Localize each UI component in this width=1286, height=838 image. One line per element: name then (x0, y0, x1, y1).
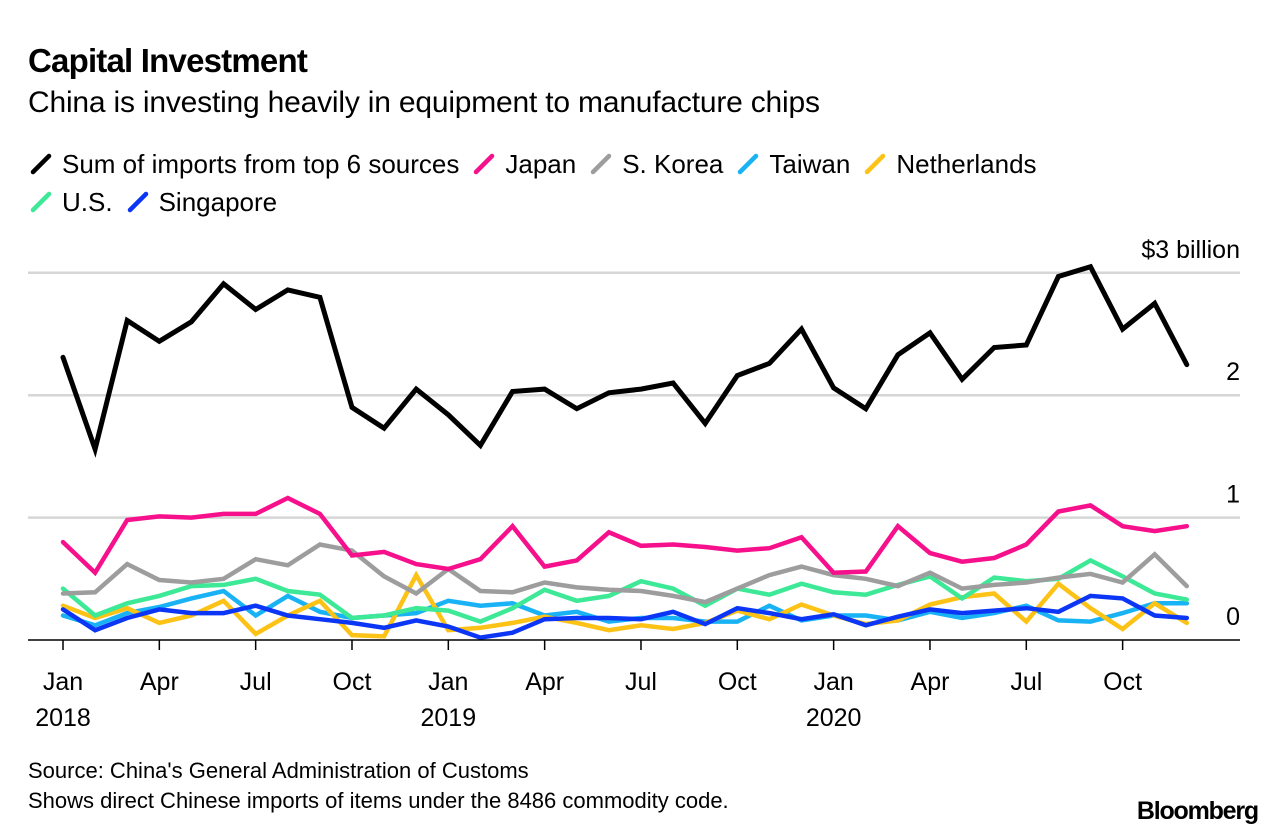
legend-swatch-icon (590, 153, 612, 175)
x-tick-year-label: 2019 (421, 704, 477, 732)
legend-swatch-line (590, 153, 612, 175)
legend-swatch-line (865, 153, 886, 175)
chart-title: Capital Investment (28, 42, 308, 79)
y-tick-label: 0 (1226, 603, 1240, 631)
x-tick-label: Oct (1103, 668, 1142, 696)
x-tick-label: Apr (140, 668, 179, 696)
y-tick-label: $3 billion (1141, 236, 1240, 264)
legend-swatch-icon (474, 153, 495, 175)
x-tick-year-label: 2020 (806, 704, 862, 732)
commodity-note: Shows direct Chinese imports of items un… (28, 788, 729, 813)
legend-item-sum-of-imports-from-top-6-sources: Sum of imports from top 6 sources (30, 146, 459, 182)
legend-swatch-line (474, 153, 495, 175)
legend-swatch-icon (30, 153, 52, 175)
legend-swatch-line (30, 191, 52, 213)
bloomberg-logo: Bloomberg (1136, 797, 1259, 825)
legend-item-taiwan: Taiwan (737, 146, 850, 182)
x-tick-label: Oct (333, 668, 372, 696)
x-tick-label: Jul (625, 668, 657, 696)
x-tick-label: Apr (911, 668, 950, 696)
legend-item-s-korea: S. Korea (590, 146, 723, 182)
legend-swatch-icon (30, 191, 52, 213)
x-tick-label: Jan (43, 668, 83, 696)
legend-swatch-line (30, 153, 52, 175)
chart-legend: Sum of imports from top 6 sources Japan S.… (30, 146, 1250, 222)
legend-item-netherlands: Netherlands (864, 146, 1037, 182)
legend-swatch-icon (865, 153, 886, 175)
series-line-japan (60, 495, 1190, 577)
series-line-s-korea (60, 542, 1190, 605)
x-tick-label: Jan (813, 668, 853, 696)
legend-swatch-icon (127, 191, 148, 213)
legend-label: Taiwan (769, 149, 851, 179)
legend-swatch-line (127, 191, 148, 213)
series-line-netherlands (60, 570, 1190, 639)
legend-label: Japan (505, 149, 577, 179)
x-tick-label: Apr (525, 668, 564, 696)
x-tick-label: Jan (428, 668, 468, 696)
legend-swatch-line (738, 153, 759, 175)
x-tick-label: Oct (718, 668, 757, 696)
chart-subtitle: China is investing heavily in equipment … (28, 86, 820, 119)
x-tick-year-label: 2018 (35, 704, 91, 732)
legend-item-japan: Japan (473, 146, 576, 182)
legend-item-u-s: U.S. (30, 184, 113, 220)
y-tick-label: 1 (1226, 481, 1240, 509)
legend-row: U.S. Singapore (30, 184, 1250, 222)
legend-label: S. Korea (622, 149, 724, 179)
legend-label: Netherlands (896, 149, 1037, 179)
legend-label: U.S. (62, 187, 113, 217)
series-line-sum-of-imports-from-top-6-sources (60, 263, 1190, 458)
x-tick-label: Jul (1010, 668, 1042, 696)
legend-row: Sum of imports from top 6 sources Japan S.… (30, 146, 1250, 184)
legend-label: Singapore (158, 187, 278, 217)
source-note: Source: China's General Administration o… (28, 758, 529, 783)
series-line-singapore (60, 593, 1190, 640)
chart-footer: Source: China's General Administration o… (28, 756, 729, 816)
legend-item-singapore: Singapore (127, 184, 278, 220)
x-tick-label: Jul (240, 668, 272, 696)
legend-label: Sum of imports from top 6 sources (62, 149, 460, 179)
y-tick-label: 2 (1226, 358, 1240, 386)
legend-swatch-icon (738, 153, 759, 175)
